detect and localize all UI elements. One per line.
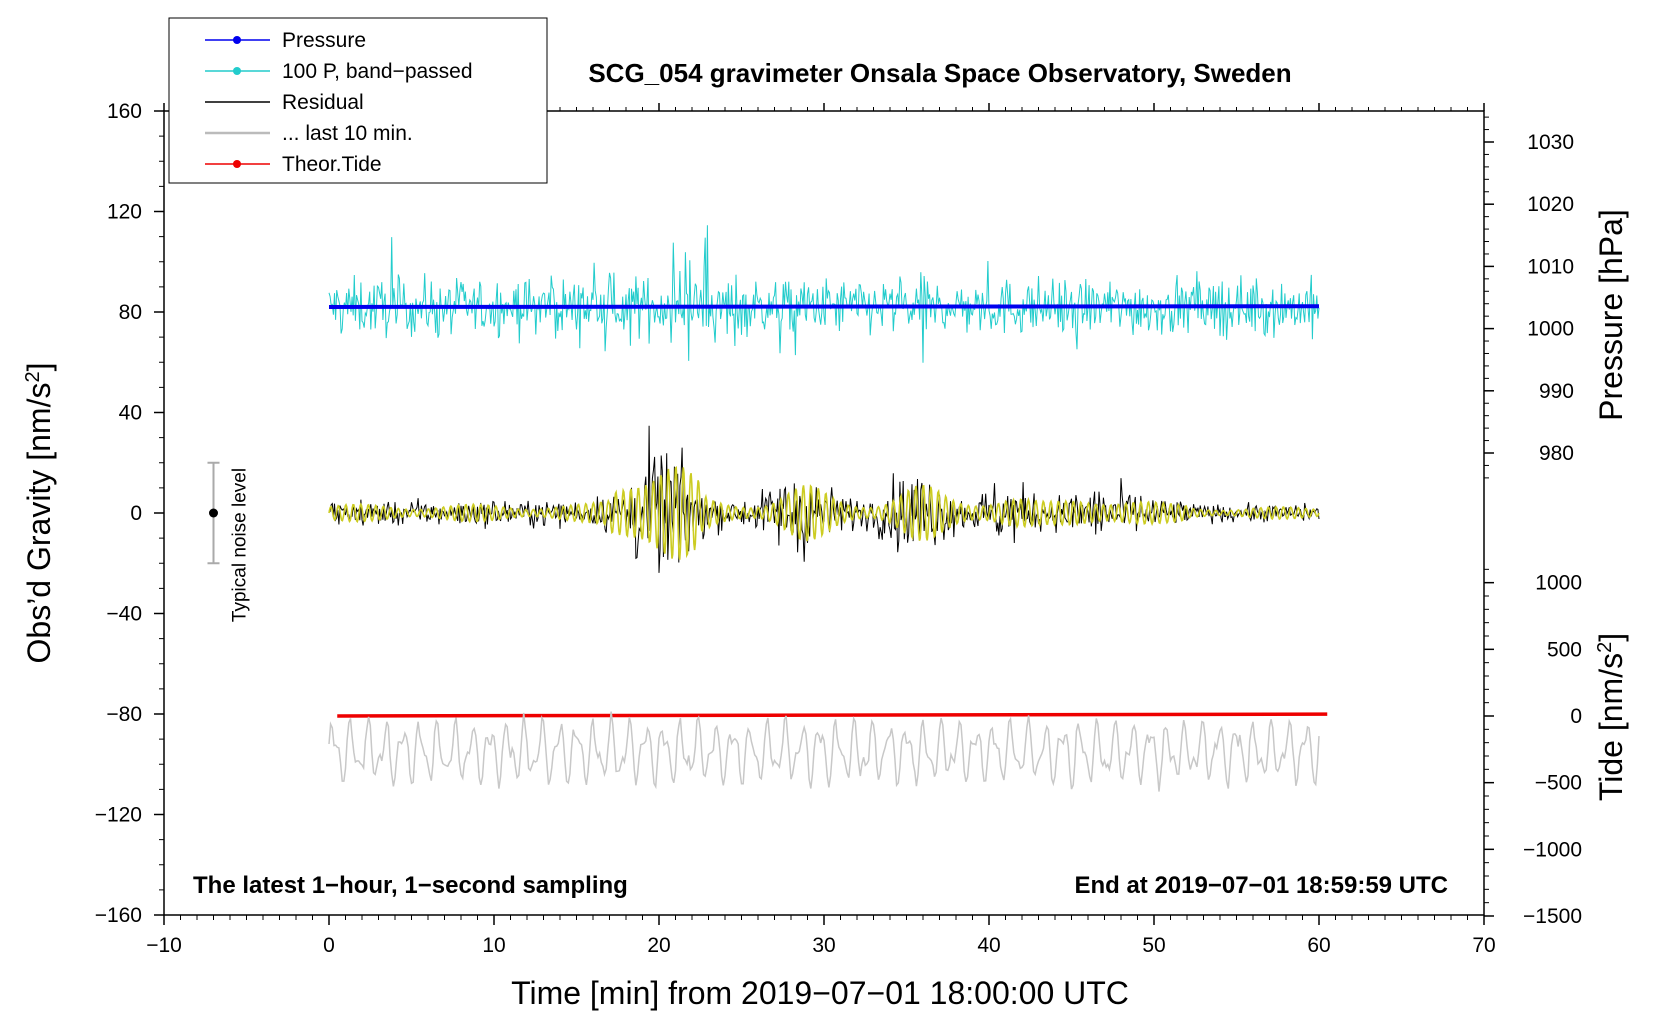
tide-tick-label: −1000 [1523,838,1582,861]
y-axis-title-pressure: Pressure [hPa] [1593,209,1629,421]
pressure-tick-label: 1000 [1527,318,1574,341]
noise-level-dot [209,508,218,518]
tide-tick-label: −1500 [1523,905,1582,928]
y-tick-label: 160 [107,100,142,123]
residual-filtered-series [328,466,1320,560]
tide-tick-label: 500 [1547,638,1582,661]
axes: −10 0 10 20 30 40 50 60 7016012080400−40−80−120−… [95,100,1582,957]
noise-level-label: Typical noise level [230,468,251,622]
y-tick-label: −40 [106,603,142,626]
x-tick-label: 70 [1472,934,1495,957]
tide-tick-label: 1000 [1535,572,1582,595]
tide-tick-label: 0 [1570,705,1582,728]
legend-label: 100 P, band−passed [282,60,473,83]
legend-label: Residual [282,91,364,114]
legend-swatch-marker [233,67,241,75]
legend-swatch-marker [233,36,241,44]
tide-line [337,712,1328,718]
pressure-tick-label: 980 [1539,442,1574,465]
sampling-annotation: The latest 1−hour, 1−second sampling [193,872,628,899]
legend: Pressure 100 P, band−passed Residual ... la… [168,17,548,184]
last-10-min-series [328,711,1320,792]
x-tick-label: 40 [977,934,1000,957]
legend-swatch-marker [233,160,241,168]
tide-tick-label: −500 [1535,772,1582,795]
x-tick-label: −10 [146,934,182,957]
pressure-series [328,304,1320,309]
y-tick-label: 40 [119,402,142,425]
legend-box [168,17,548,184]
legend-label: ... last 10 min. [282,122,413,145]
end-time-annotation: End at 2019−07−01 18:59:59 UTC [1074,872,1448,899]
noise-level-marker: Typical noise level [207,461,251,622]
pressure-tick-label: 1020 [1527,193,1574,216]
chart-title: SCG_054 gravimeter Onsala Space Observat… [588,58,1291,88]
y-tick-label: 80 [119,301,142,324]
pressure-tick-label: 990 [1539,380,1574,403]
legend-label: Theor.Tide [282,153,382,176]
y-tick-label: 0 [130,502,142,525]
x-tick-label: 0 [323,934,335,957]
residual-filtered-line [328,466,1320,560]
y-axis-title-tide: Tide [nm/s2] [1593,633,1629,801]
x-tick-label: 20 [647,934,670,957]
pressure-tick-label: 1010 [1527,255,1574,278]
x-tick-label: 10 [482,934,505,957]
theoretical-tide-series [337,712,1328,718]
last-10-min-line [328,711,1320,792]
y-tick-label: −80 [106,703,142,726]
x-tick-label: 30 [812,934,835,957]
y-tick-label: 120 [107,201,142,224]
y-tick-label: −120 [95,804,142,827]
pressure-tick-label: 1030 [1527,131,1574,154]
legend-label: Pressure [282,29,366,52]
x-tick-label: 50 [1142,934,1165,957]
pressure-line [328,304,1320,309]
x-tick-label: 60 [1307,934,1330,957]
x-axis-title: Time [min] from 2019−07−01 18:00:00 UTC [511,975,1129,1011]
y-axis-title-left: Obs’d Gravity [nm/s2] [21,363,57,664]
y-tick-label: −160 [95,904,142,927]
